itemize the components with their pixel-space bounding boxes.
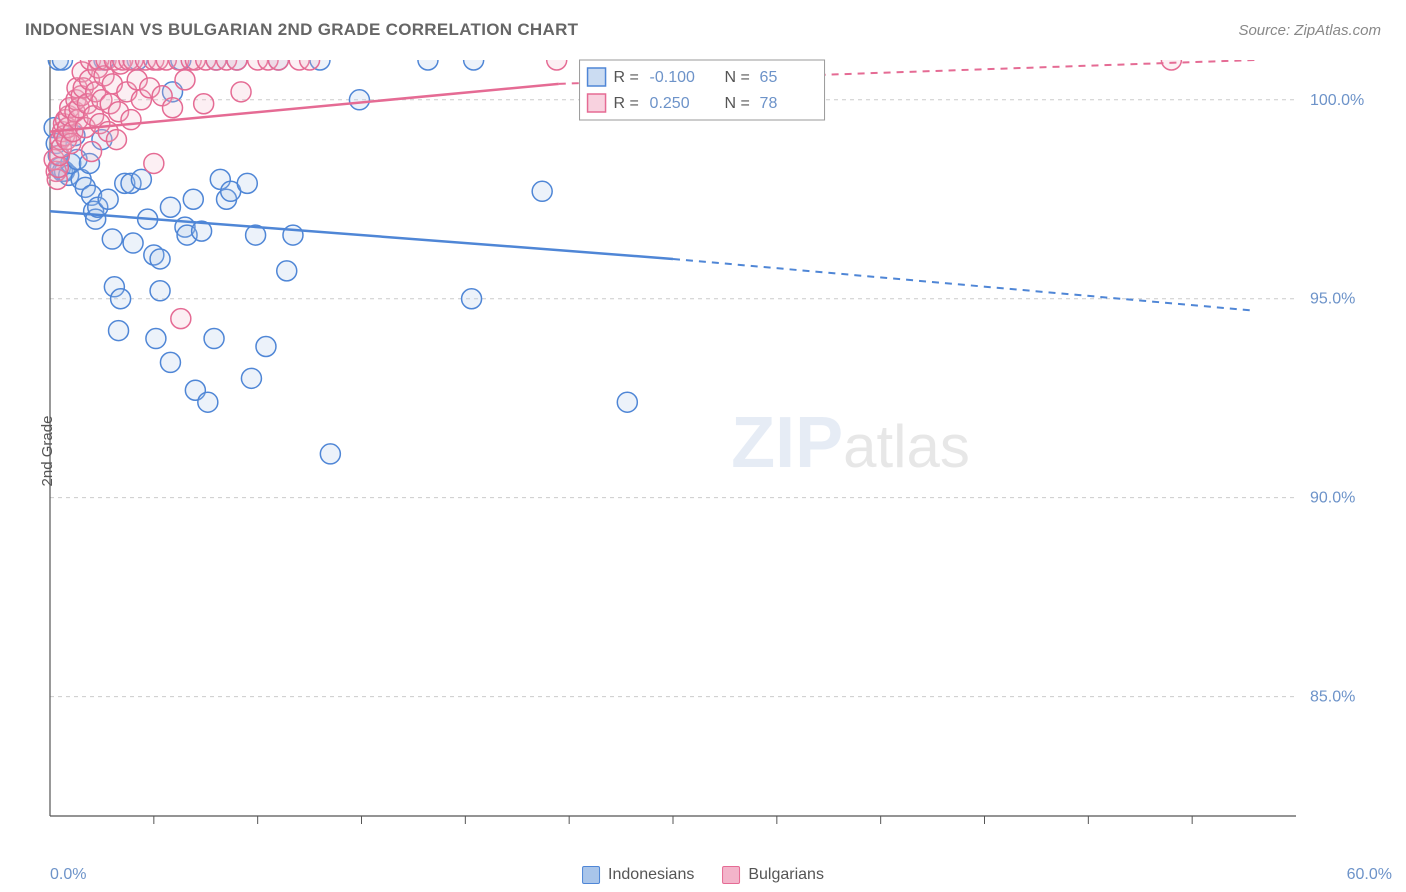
chart-area: 2nd Grade 85.0% 90.0% 95.0% 100.0% ZIPatlas R… [0, 50, 1406, 852]
y-axis-label: 2nd Grade [39, 416, 56, 487]
svg-text:65: 65 [760, 69, 778, 86]
bottom-legend: Indonesians Bulgarians [582, 866, 824, 884]
svg-text:R =: R = [614, 69, 639, 86]
svg-text:100.0%: 100.0% [1310, 92, 1364, 109]
svg-text:N =: N = [725, 95, 750, 112]
svg-text:95.0%: 95.0% [1310, 291, 1355, 308]
x-axis-min-label: 0.0% [50, 866, 86, 884]
svg-text:78: 78 [760, 95, 778, 112]
legend-label-indonesians: Indonesians [608, 866, 694, 884]
legend-item-bulgarians: Bulgarians [722, 866, 824, 884]
source-attribution: Source: ZipAtlas.com [1238, 22, 1381, 39]
svg-text:ZIPatlas: ZIPatlas [731, 403, 970, 483]
legend-swatch-indonesians [582, 866, 600, 884]
legend-label-bulgarians: Bulgarians [748, 866, 824, 884]
chart-title: INDONESIAN VS BULGARIAN 2ND GRADE CORREL… [25, 20, 578, 40]
chart-header: INDONESIAN VS BULGARIAN 2ND GRADE CORREL… [0, 0, 1406, 50]
svg-text:0.250: 0.250 [650, 95, 690, 112]
svg-text:90.0%: 90.0% [1310, 490, 1355, 507]
legend-swatch-bulgarians [722, 866, 740, 884]
scatter-plot-svg: 85.0% 90.0% 95.0% 100.0% ZIPatlas R = -0.100 N … [0, 50, 1406, 852]
svg-text:85.0%: 85.0% [1310, 689, 1355, 706]
x-axis-max-label: 60.0% [1347, 866, 1392, 884]
svg-text:N =: N = [725, 69, 750, 86]
legend-item-indonesians: Indonesians [582, 866, 694, 884]
svg-text:R =: R = [614, 95, 639, 112]
svg-text:-0.100: -0.100 [650, 69, 695, 86]
